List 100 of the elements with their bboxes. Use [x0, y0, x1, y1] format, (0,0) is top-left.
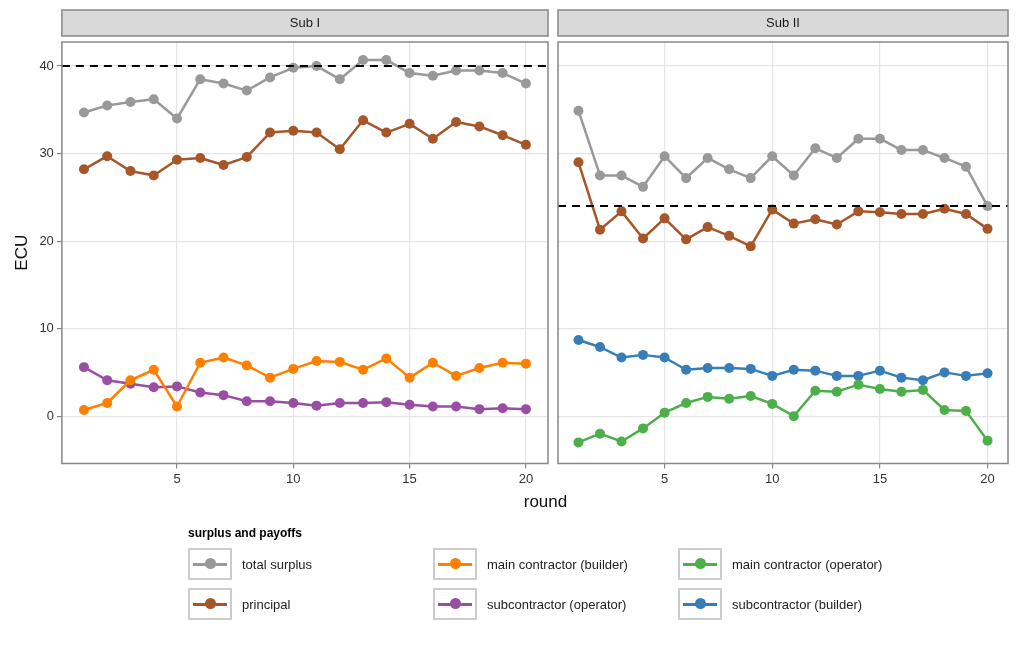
point: [358, 398, 369, 409]
point: [982, 368, 993, 379]
point: [681, 364, 692, 375]
point: [594, 342, 605, 352]
point: [788, 218, 799, 229]
point: [681, 398, 692, 409]
legend-label: total surplus: [242, 556, 313, 572]
point: [334, 144, 345, 155]
point: [594, 224, 605, 235]
point: [810, 214, 821, 225]
point: [831, 219, 842, 230]
point: [102, 100, 113, 111]
x-tick-label: 10: [765, 470, 780, 486]
legend-label: principal: [242, 596, 291, 612]
point: [520, 404, 531, 415]
point: [982, 223, 993, 234]
point: [961, 208, 972, 219]
y-tick-label: 30: [39, 145, 54, 161]
point: [241, 360, 252, 371]
point: [810, 385, 821, 396]
point: [427, 133, 438, 144]
point: [195, 357, 206, 368]
point: [745, 391, 756, 402]
point: [939, 405, 950, 416]
point: [78, 405, 89, 416]
point: [381, 353, 392, 364]
legend-label: subcontractor (builder): [732, 596, 863, 612]
point: [702, 391, 713, 402]
point: [961, 161, 972, 172]
point: [102, 398, 113, 409]
point: [241, 85, 252, 96]
y-tick-label: 40: [39, 57, 54, 73]
point: [520, 139, 531, 150]
point: [616, 170, 627, 181]
point: [311, 127, 322, 138]
point: [265, 72, 276, 83]
point: [573, 105, 584, 116]
point: [265, 372, 276, 383]
x-axis-title: round: [522, 492, 569, 512]
point: [427, 357, 438, 368]
point: [195, 152, 206, 163]
point: [594, 428, 605, 439]
point: [573, 157, 584, 168]
x-tick-label: 5: [660, 470, 669, 486]
point: [520, 78, 531, 89]
point: [125, 166, 136, 177]
point: [451, 117, 462, 128]
point: [404, 372, 415, 383]
point: [724, 393, 735, 404]
point: [218, 390, 229, 401]
point: [724, 230, 735, 241]
point: [288, 398, 299, 409]
point: [148, 364, 159, 375]
point: [767, 398, 778, 409]
point: [451, 370, 462, 381]
point: [917, 375, 928, 386]
y-axis-title: ECU: [11, 234, 31, 271]
point: [874, 365, 885, 376]
point: [788, 411, 799, 422]
point: [288, 125, 299, 136]
point: [702, 363, 713, 374]
point: [172, 113, 182, 124]
point: [334, 74, 345, 85]
point: [381, 127, 392, 138]
point: [102, 151, 113, 162]
point: [265, 396, 276, 407]
point: [497, 130, 508, 141]
point: [917, 208, 928, 219]
point: [404, 399, 415, 410]
x-tick-label: 5: [173, 470, 181, 486]
point: [681, 173, 692, 184]
point: [961, 405, 972, 416]
point: [573, 335, 584, 345]
point: [659, 213, 670, 224]
point: [427, 401, 438, 412]
point: [853, 133, 864, 144]
y-tick-label: 0: [46, 407, 54, 423]
point: [810, 365, 821, 376]
y-tick-label: 10: [39, 320, 54, 336]
point: [358, 54, 369, 65]
point: [616, 436, 627, 447]
point: [265, 127, 276, 138]
chart-title: Sub II: [766, 14, 800, 30]
point: [831, 152, 842, 163]
point: [616, 352, 627, 363]
point: [78, 164, 89, 175]
legend-title: surplus and payoffs: [188, 526, 304, 540]
point: [724, 363, 735, 374]
point: [427, 70, 438, 81]
point: [148, 382, 159, 393]
point: [78, 107, 89, 118]
point: [659, 407, 670, 418]
point: [172, 381, 182, 392]
chart-title: Sub I: [289, 14, 321, 30]
point: [381, 54, 392, 65]
point: [358, 364, 369, 375]
point: [638, 349, 649, 360]
point: [745, 363, 756, 374]
point: [939, 152, 950, 163]
legend-label: main contractor (builder): [487, 556, 628, 572]
